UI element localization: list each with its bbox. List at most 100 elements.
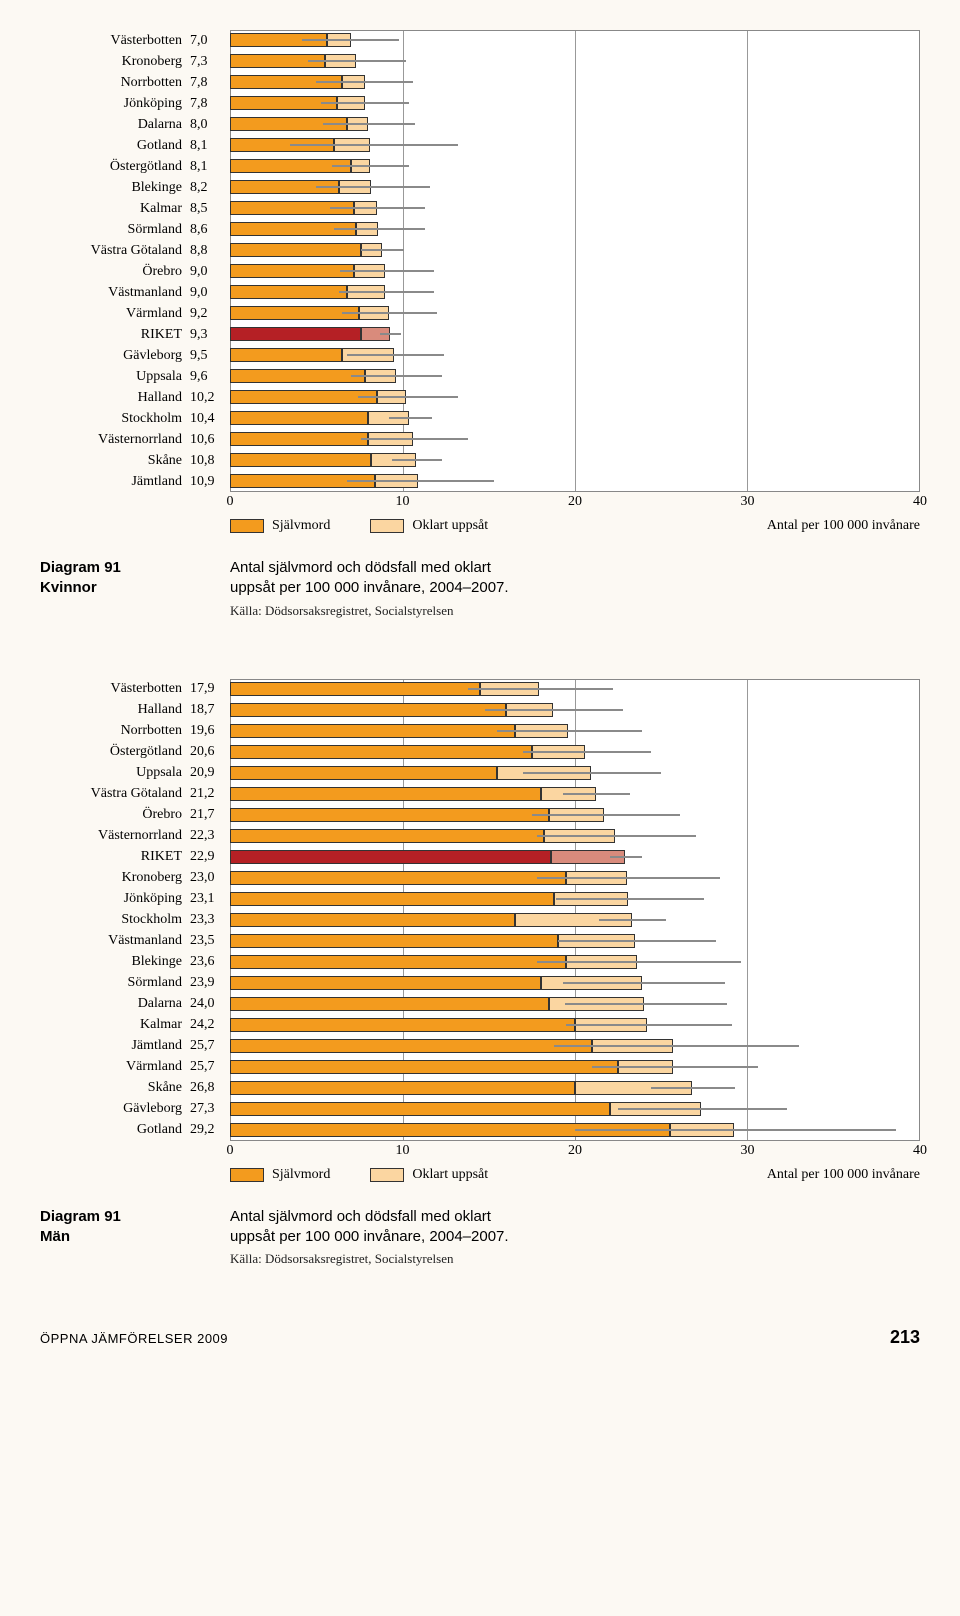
bar-sjalvmord (230, 1039, 592, 1053)
x-axis: 010203040 (230, 1143, 920, 1163)
region-value: 10,6 (190, 432, 230, 448)
confidence-interval (290, 144, 457, 146)
region-label: Jönköping (40, 891, 190, 907)
legend-item-oklart: Oklart uppsåt (370, 518, 488, 534)
bar-cell (230, 931, 920, 952)
region-label: Halland (40, 702, 190, 718)
chart-row: Stockholm23,3 (40, 910, 920, 931)
confidence-interval (523, 751, 651, 753)
region-value: 10,9 (190, 474, 230, 490)
region-label: Östergötland (40, 159, 190, 175)
region-value: 23,5 (190, 933, 230, 949)
region-label: Jönköping (40, 96, 190, 112)
bar-sjalvmord (230, 306, 359, 320)
legend-item-sjalvmord: Självmord (230, 518, 330, 534)
region-label: Värmland (40, 306, 190, 322)
chart-row: Jönköping7,8 (40, 93, 920, 114)
chart-row: Blekinge8,2 (40, 177, 920, 198)
region-label: Västra Götaland (40, 786, 190, 802)
region-label: Gävleborg (40, 348, 190, 364)
confidence-interval (566, 1024, 732, 1026)
bar-sjalvmord (230, 327, 361, 341)
page-footer: ÖPPNA JÄMFÖRELSER 2009 213 (40, 1327, 920, 1348)
region-label: Västmanland (40, 933, 190, 949)
chart-row: Stockholm10,4 (40, 408, 920, 429)
region-label: Östergötland (40, 744, 190, 760)
chart-row: Jönköping23,1 (40, 889, 920, 910)
bar-sjalvmord (230, 264, 354, 278)
bar-cell (230, 114, 920, 135)
region-value: 10,8 (190, 453, 230, 469)
confidence-interval (563, 982, 725, 984)
bar-cell (230, 135, 920, 156)
bar-cell (230, 93, 920, 114)
confidence-interval (323, 123, 414, 125)
region-value: 26,8 (190, 1080, 230, 1096)
confidence-interval (358, 396, 458, 398)
confidence-interval (342, 312, 437, 314)
confidence-interval (347, 480, 494, 482)
bar-cell (230, 1057, 920, 1078)
bar-sjalvmord (230, 745, 532, 759)
chart-row: Jämtland25,7 (40, 1036, 920, 1057)
region-label: Kronoberg (40, 54, 190, 70)
region-value: 23,9 (190, 975, 230, 991)
region-label: Jämtland (40, 474, 190, 490)
chart-row: Gävleborg9,5 (40, 345, 920, 366)
region-label: Västernorrland (40, 432, 190, 448)
bar-cell (230, 450, 920, 471)
region-label: Dalarna (40, 996, 190, 1012)
bar-cell (230, 1015, 920, 1036)
bar-sjalvmord (230, 850, 551, 864)
chart-row: Skåne26,8 (40, 1078, 920, 1099)
region-label: Gotland (40, 138, 190, 154)
region-label: Västernorrland (40, 828, 190, 844)
chart-row: Dalarna24,0 (40, 994, 920, 1015)
tick-label: 30 (741, 494, 755, 510)
region-value: 8,2 (190, 180, 230, 196)
chart-row: Östergötland20,6 (40, 742, 920, 763)
bar-cell (230, 198, 920, 219)
chart-caption: Diagram 91KvinnorAntal självmord och död… (40, 558, 920, 619)
bar-cell (230, 1036, 920, 1057)
confidence-interval (392, 459, 442, 461)
confidence-interval (389, 417, 432, 419)
chart-row: Värmland25,7 (40, 1057, 920, 1078)
bar-cell (230, 324, 920, 345)
bar-sjalvmord (230, 1081, 575, 1095)
region-value: 22,3 (190, 828, 230, 844)
bar-cell (230, 721, 920, 742)
region-value: 9,0 (190, 285, 230, 301)
bar-cell (230, 240, 920, 261)
region-label: Västerbotten (40, 681, 190, 697)
region-value: 9,2 (190, 306, 230, 322)
bar-cell (230, 51, 920, 72)
region-label: Uppsala (40, 369, 190, 385)
chart-row: Gävleborg27,3 (40, 1099, 920, 1120)
chart-row: Norrbotten7,8 (40, 72, 920, 93)
region-label: Kronoberg (40, 870, 190, 886)
bar-cell (230, 72, 920, 93)
region-value: 29,2 (190, 1122, 230, 1138)
tick-label: 0 (227, 494, 234, 510)
bar-sjalvmord (230, 997, 549, 1011)
region-value: 24,0 (190, 996, 230, 1012)
bar-cell (230, 177, 920, 198)
chart-man: Västerbotten17,9Halland18,7Norrbotten19,… (40, 679, 920, 1268)
bar-cell (230, 1099, 920, 1120)
chart-row: Kalmar8,5 (40, 198, 920, 219)
region-label: Stockholm (40, 912, 190, 928)
confidence-interval (565, 1003, 727, 1005)
footer-page-number: 213 (890, 1327, 920, 1348)
bar-cell (230, 156, 920, 177)
tick-label: 0 (227, 1143, 234, 1159)
bar-sjalvmord (230, 934, 558, 948)
confidence-interval (339, 291, 434, 293)
region-value: 8,6 (190, 222, 230, 238)
chart-row: Kronoberg7,3 (40, 51, 920, 72)
confidence-interval (361, 249, 404, 251)
bar-sjalvmord (230, 703, 506, 717)
legend-swatch (230, 1168, 264, 1182)
chart-row: Uppsala9,6 (40, 366, 920, 387)
chart-row: RIKET22,9 (40, 847, 920, 868)
